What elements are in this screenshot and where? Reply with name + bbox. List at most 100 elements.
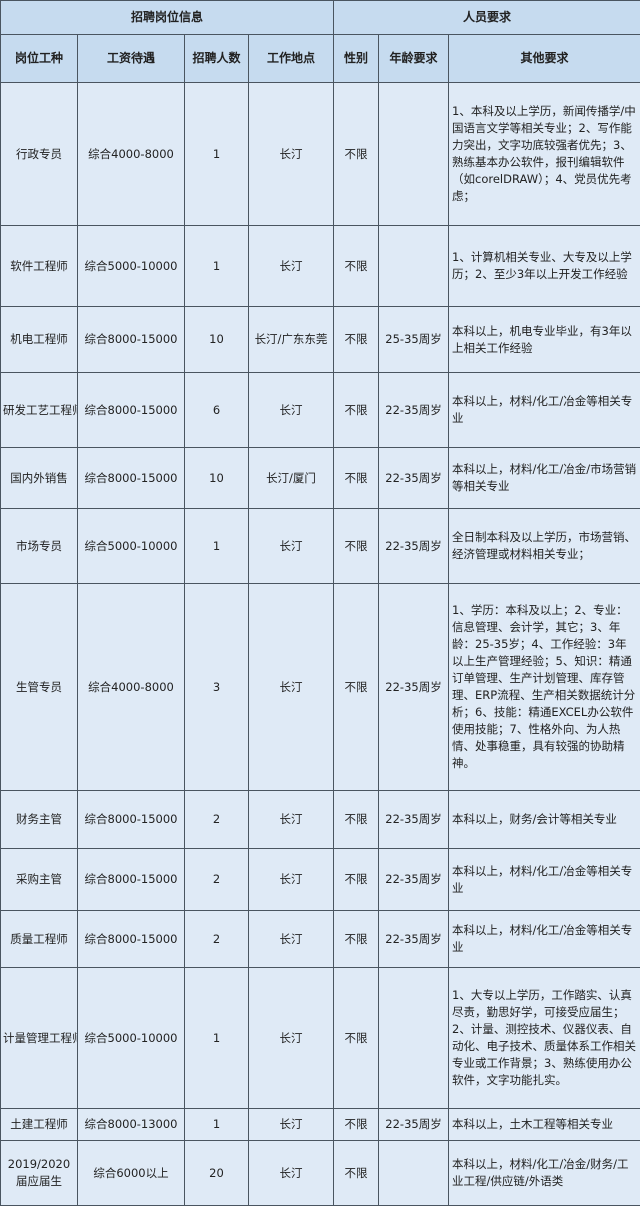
location-cell: 长汀 [249, 509, 334, 584]
count-cell: 2 [185, 911, 249, 968]
salary-cell: 综合8000-15000 [78, 373, 185, 448]
other-requirements-cell: 本科以上，材料/化工/冶金/市场营销等相关专业 [449, 448, 640, 509]
age-cell: 22-35周岁 [379, 373, 449, 448]
position-cell: 生管专员 [1, 584, 78, 791]
other-requirements-cell: 1、大专以上学历，工作踏实、认真尽责，勤思好学，可接受应届生；2、计量、测控技术… [449, 968, 640, 1109]
count-cell: 1 [185, 83, 249, 226]
age-cell [379, 83, 449, 226]
location-cell: 长汀/厦门 [249, 448, 334, 509]
count-cell: 1 [185, 509, 249, 584]
location-cell: 长汀/广东东莞 [249, 307, 334, 373]
count-cell: 20 [185, 1141, 249, 1206]
count-cell: 10 [185, 307, 249, 373]
count-cell: 10 [185, 448, 249, 509]
position-cell: 2019/2020届应届生 [1, 1141, 78, 1206]
gender-cell: 不限 [334, 373, 379, 448]
salary-cell: 综合8000-15000 [78, 849, 185, 911]
age-cell: 22-35周岁 [379, 791, 449, 849]
count-cell: 1 [185, 968, 249, 1109]
gender-cell: 不限 [334, 584, 379, 791]
gender-cell: 不限 [334, 226, 379, 307]
count-cell: 1 [185, 226, 249, 307]
age-cell: 22-35周岁 [379, 1109, 449, 1141]
count-cell: 3 [185, 584, 249, 791]
count-cell: 6 [185, 373, 249, 448]
gender-cell: 不限 [334, 791, 379, 849]
age-cell: 22-35周岁 [379, 448, 449, 509]
col-header-salary: 工资待遇 [78, 35, 185, 83]
salary-cell: 综合5000-10000 [78, 509, 185, 584]
location-cell: 长汀 [249, 849, 334, 911]
other-requirements-cell: 本科以上，材料/化工/冶金等相关专业 [449, 849, 640, 911]
age-cell [379, 1141, 449, 1206]
salary-cell: 综合8000-15000 [78, 307, 185, 373]
location-cell: 长汀 [249, 1141, 334, 1206]
age-cell: 22-35周岁 [379, 911, 449, 968]
position-cell: 计量管理工程师 [1, 968, 78, 1109]
salary-cell: 综合8000-15000 [78, 791, 185, 849]
gender-cell: 不限 [334, 968, 379, 1109]
gender-cell: 不限 [334, 911, 379, 968]
position-cell: 国内外销售 [1, 448, 78, 509]
position-cell: 质量工程师 [1, 911, 78, 968]
gender-cell: 不限 [334, 849, 379, 911]
col-header-gender: 性别 [334, 35, 379, 83]
position-cell: 机电工程师 [1, 307, 78, 373]
other-requirements-cell: 本科以上，材料/化工/冶金等相关专业 [449, 911, 640, 968]
location-cell: 长汀 [249, 83, 334, 226]
col-header-other: 其他要求 [449, 35, 640, 83]
age-cell: 22-35周岁 [379, 849, 449, 911]
position-cell: 采购主管 [1, 849, 78, 911]
other-requirements-cell: 本科以上，材料/化工/冶金/财务/工业工程/供应链/外语类 [449, 1141, 640, 1206]
gender-cell: 不限 [334, 448, 379, 509]
age-cell: 25-35周岁 [379, 307, 449, 373]
salary-cell: 综合8000-15000 [78, 911, 185, 968]
other-requirements-cell: 本科以上，材料/化工/冶金等相关专业 [449, 373, 640, 448]
position-cell: 行政专员 [1, 83, 78, 226]
position-cell: 财务主管 [1, 791, 78, 849]
position-cell: 软件工程师 [1, 226, 78, 307]
col-header-position: 岗位工种 [1, 35, 78, 83]
location-cell: 长汀 [249, 911, 334, 968]
location-cell: 长汀 [249, 226, 334, 307]
other-requirements-cell: 1、本科及以上学历，新闻传播学/中国语言文学等相关专业；2、写作能力突出，文字功… [449, 83, 640, 226]
salary-cell: 综合5000-10000 [78, 226, 185, 307]
other-requirements-cell: 本科以上，土木工程等相关专业 [449, 1109, 640, 1141]
salary-cell: 综合4000-8000 [78, 83, 185, 226]
salary-cell: 综合4000-8000 [78, 584, 185, 791]
age-cell [379, 968, 449, 1109]
position-cell: 市场专员 [1, 509, 78, 584]
other-requirements-cell: 全日制本科及以上学历，市场营销、经济管理或材料相关专业； [449, 509, 640, 584]
position-cell: 土建工程师 [1, 1109, 78, 1141]
count-cell: 2 [185, 791, 249, 849]
other-requirements-cell: 本科以上，机电专业毕业，有3年以上相关工作经验 [449, 307, 640, 373]
gender-cell: 不限 [334, 509, 379, 584]
group-header-position-info: 招聘岗位信息 [1, 1, 334, 35]
position-cell: 研发工艺工程师 [1, 373, 78, 448]
salary-cell: 综合6000以上 [78, 1141, 185, 1206]
other-requirements-cell: 1、计算机相关专业、大专及以上学历；2、至少3年以上开发工作经验 [449, 226, 640, 307]
col-header-age: 年龄要求 [379, 35, 449, 83]
salary-cell: 综合5000-10000 [78, 968, 185, 1109]
location-cell: 长汀 [249, 373, 334, 448]
gender-cell: 不限 [334, 83, 379, 226]
age-cell: 22-35周岁 [379, 509, 449, 584]
gender-cell: 不限 [334, 307, 379, 373]
other-requirements-cell: 1、学历：本科及以上；2、专业：信息管理、会计学，其它；3、年龄：25-35岁；… [449, 584, 640, 791]
gender-cell: 不限 [334, 1109, 379, 1141]
age-cell [379, 226, 449, 307]
salary-cell: 综合8000-13000 [78, 1109, 185, 1141]
gender-cell: 不限 [334, 1141, 379, 1206]
